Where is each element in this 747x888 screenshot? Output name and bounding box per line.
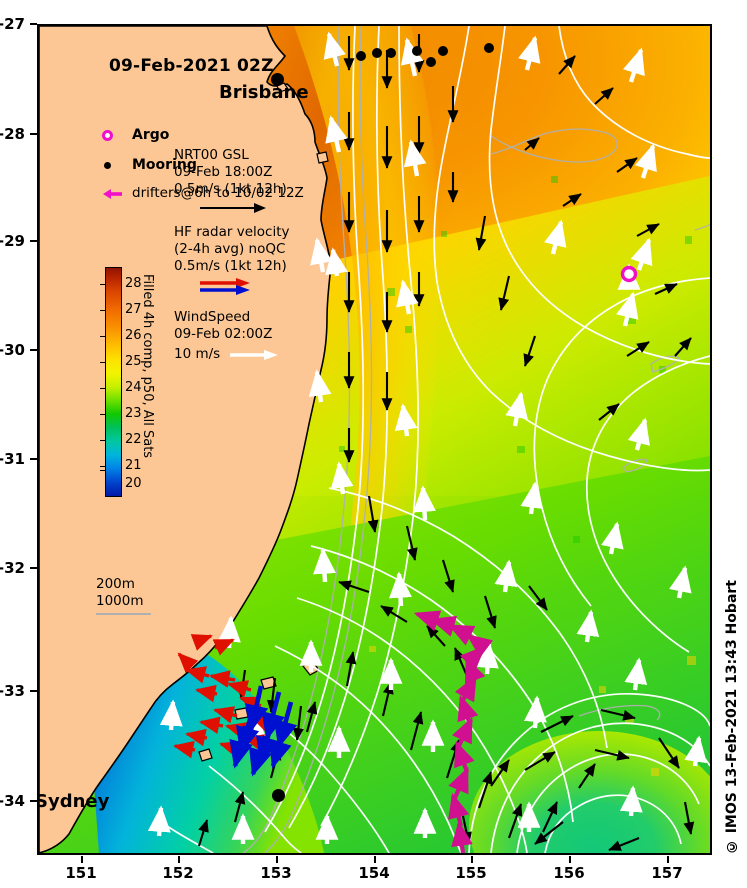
- x-tick-label: 153: [260, 864, 292, 882]
- y-tick-label: -34: [0, 792, 25, 810]
- hfradar-line-1: HF radar velocity: [174, 224, 290, 240]
- y-tick: [30, 240, 37, 242]
- brisbane-city-label: Brisbane: [219, 82, 309, 103]
- y-tick-label: -32: [0, 559, 25, 577]
- gsl-annotation: NRT00 GSL 09-Feb 18:00Z 0.5m/s (1kt 12h): [174, 147, 287, 216]
- hf-radar-annotation: HF radar velocity (2-4h avg) noQC 0.5m/s…: [174, 224, 289, 297]
- map-plot-area[interactable]: 09-Feb-2021 02Z Brisbane Sydney Argo Moo…: [37, 24, 712, 855]
- figure-title: 09-Feb-2021 02Z: [109, 56, 274, 76]
- sydney-city-label: Sydney: [37, 791, 110, 812]
- hfradar-line-3: 0.5m/s (1kt 12h): [174, 258, 287, 274]
- imos-credit: © IMOS 13-Feb-2021 13:43 Hobart: [724, 580, 740, 855]
- y-tick: [30, 133, 37, 135]
- y-tick: [30, 23, 37, 25]
- y-tick-label: -27: [0, 15, 25, 33]
- x-tick: [81, 856, 83, 863]
- bathy-line-200m: 200m: [96, 576, 135, 592]
- sydney-city-dot: [272, 789, 285, 802]
- landmass-australia: [39, 26, 332, 853]
- bathy-sample-line: [96, 613, 151, 615]
- gsl-line-2: 09-Feb 18:00Z: [174, 164, 273, 180]
- colorbar-tick: [100, 466, 105, 467]
- colorbar-tick: [100, 388, 105, 389]
- gsl-line-3: 0.5m/s (1kt 12h): [174, 181, 287, 197]
- brisbane-city-dot: [271, 73, 284, 86]
- colorbar-tick-label: 20: [125, 476, 142, 491]
- drifters-line-2: to 10/02 12Z: [216, 185, 304, 201]
- marker-legend: Argo Mooring drifters@6h to 10/02 12Z: [102, 124, 304, 202]
- x-tick: [667, 856, 669, 863]
- colorbar-tick: [100, 362, 105, 363]
- colorbar-tick-label: 23: [125, 406, 142, 421]
- hf-radar-scale-arrows: [200, 278, 250, 295]
- hfradar-line-2: (2-4h avg) noQC: [174, 241, 286, 257]
- x-tick-label: 152: [162, 864, 194, 882]
- colorbar-tick-label: 21: [125, 458, 142, 473]
- sst-field-svg: [39, 26, 710, 853]
- hf-radar-blue-arrows: [229, 685, 298, 777]
- wind-scale-arrow: [230, 349, 279, 360]
- x-tick-label: 154: [358, 864, 390, 882]
- colorbar-title: Filled 4h comp, p50, All Sats: [140, 274, 155, 459]
- x-tick: [569, 856, 571, 863]
- wind-line-1: WindSpeed: [174, 309, 251, 325]
- colorbar-tick: [100, 310, 105, 311]
- sst-colorbar: [105, 267, 122, 497]
- colorbar-tick-label: 22: [125, 432, 142, 447]
- current-streamlines: [166, 26, 710, 853]
- colorbar-tick-label: 27: [125, 302, 142, 317]
- legend-row-drifters: drifters@6h to 10/02 12Z: [102, 182, 304, 202]
- y-tick-label: -33: [0, 682, 25, 700]
- wind-speed-arrows: [147, 31, 707, 844]
- x-tick-label: 156: [553, 864, 585, 882]
- legend-label-drifters: drifters@6h to 10/02 12Z: [132, 182, 304, 202]
- wind-line-3: 10 m/s: [174, 346, 221, 362]
- colorbar-tick-label: 26: [125, 328, 142, 343]
- wind-annotation: WindSpeed 09-Feb 02:00Z 10 m/s: [174, 309, 280, 363]
- colorbar-tick: [100, 284, 105, 285]
- legend-label-argo: Argo: [132, 127, 170, 143]
- colorbar-tick: [100, 440, 105, 441]
- x-tick: [276, 856, 278, 863]
- x-tick-label: 155: [455, 864, 487, 882]
- legend-row-argo: Argo: [102, 124, 304, 146]
- drifter-track-arrows: [413, 610, 494, 853]
- y-tick: [30, 458, 37, 460]
- x-tick-label: 157: [651, 864, 683, 882]
- bathymetry-legend: 200m 1000m: [96, 576, 151, 615]
- y-tick-label: -31: [0, 450, 25, 468]
- gsl-line-1: NRT00 GSL: [174, 147, 249, 163]
- colorbar-tick-label: 25: [125, 354, 142, 369]
- x-tick: [471, 856, 473, 863]
- y-tick-label: -29: [0, 232, 25, 250]
- x-tick: [178, 856, 180, 863]
- y-tick-label: -28: [0, 125, 25, 143]
- drifter-arrow-icon: [102, 182, 132, 200]
- mooring-icon: [102, 161, 132, 169]
- legend-label-mooring: Mooring: [132, 157, 197, 173]
- map-canvas: [39, 26, 710, 853]
- y-tick: [30, 349, 37, 351]
- colorbar-tick: [100, 470, 105, 471]
- x-tick-label: 151: [65, 864, 97, 882]
- argo-float-marker: [620, 265, 638, 283]
- colorbar-tick: [100, 414, 105, 415]
- drifters-line-1: drifters@6h: [132, 185, 212, 201]
- y-tick: [30, 567, 37, 569]
- colorbar-tick: [100, 336, 105, 337]
- wind-line-2: 09-Feb 02:00Z: [174, 326, 273, 342]
- colorbar-tick-label: 24: [125, 380, 142, 395]
- gsl-scale-arrow: [200, 203, 266, 213]
- colorbar-tick-label: 28: [125, 276, 142, 291]
- mooring-markers: [356, 43, 494, 67]
- y-tick: [30, 800, 37, 802]
- legend-row-mooring: Mooring: [102, 154, 304, 176]
- x-tick: [374, 856, 376, 863]
- bathy-line-1000m: 1000m: [96, 593, 144, 609]
- y-tick: [30, 690, 37, 692]
- argo-icon: [102, 129, 132, 141]
- y-tick-label: -30: [0, 341, 25, 359]
